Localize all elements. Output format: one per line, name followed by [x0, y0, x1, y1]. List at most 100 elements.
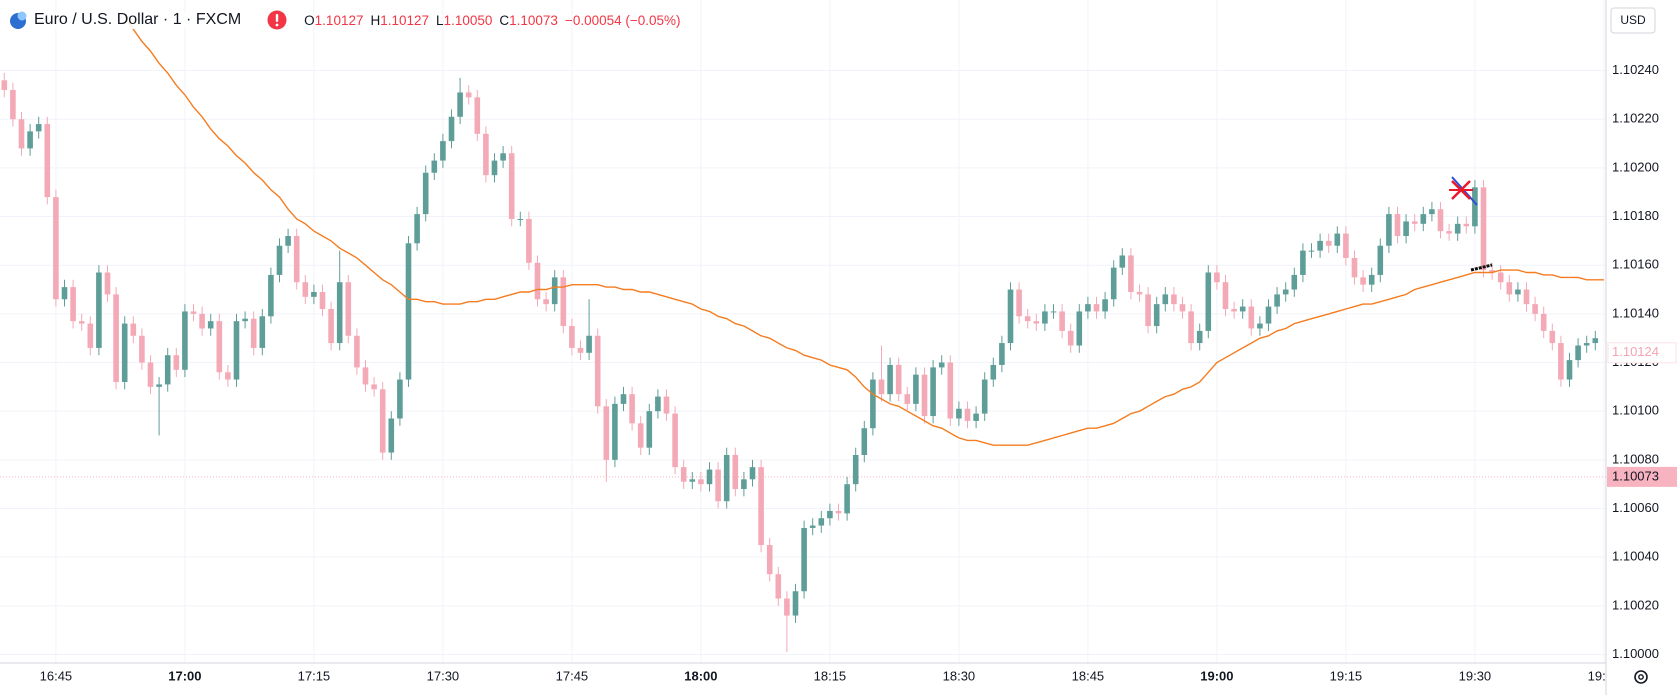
candle-body [1325, 240, 1332, 246]
legend-header: Euro / U.S. Dollar · 1 · FXCM O 1.10127 H 1… [8, 8, 681, 32]
candle-body [1128, 255, 1134, 292]
candle-body [844, 484, 850, 514]
candle-body [440, 141, 446, 161]
candle-body [345, 282, 352, 336]
candle-body [250, 318, 257, 348]
candle-body [930, 367, 936, 417]
x-tick-label: 19:15 [1330, 668, 1363, 683]
candle-body [319, 291, 326, 309]
candle-body [1515, 289, 1521, 295]
warning-icon[interactable] [267, 10, 287, 30]
candle-body [1085, 304, 1091, 312]
candle-body [1222, 282, 1229, 309]
candle-body [655, 396, 661, 412]
candle-body [586, 335, 592, 353]
candle-body [104, 272, 111, 295]
candle-body [1532, 304, 1538, 314]
candle-body [233, 321, 240, 380]
candle-body [715, 469, 721, 502]
candle-body [612, 403, 618, 460]
candle-body [190, 311, 197, 314]
candle-body [1145, 294, 1151, 327]
candle-body [293, 236, 300, 283]
candle-body [173, 355, 180, 370]
candle-body [1007, 289, 1014, 344]
candle-body [1566, 360, 1573, 380]
x-tick-label: 17:45 [556, 668, 589, 683]
candle-body [96, 272, 102, 348]
grid [0, 0, 1606, 663]
candle-body [577, 347, 584, 353]
candle-body [818, 518, 825, 526]
candle-body [1033, 321, 1040, 324]
symbol-icon [10, 11, 27, 29]
candle-body [388, 418, 395, 453]
line-drawing [1470, 263, 1493, 272]
candle-body [474, 97, 481, 134]
candle-body [792, 591, 799, 616]
candle-body [147, 362, 154, 387]
candle-body [1592, 338, 1599, 344]
gear-inner[interactable] [1638, 674, 1644, 680]
y-tick-label: 1.10240 [1612, 62, 1659, 77]
candle-body [784, 598, 790, 616]
candle-body [1334, 233, 1341, 246]
candle-body [431, 160, 438, 173]
candle-body [1248, 306, 1255, 329]
warning-dot [275, 23, 279, 27]
candle-body [1472, 187, 1478, 227]
candle-body [156, 384, 162, 387]
candle-body [990, 364, 997, 380]
candle-body [672, 413, 678, 468]
candle-body [1162, 294, 1169, 305]
candle-body [1446, 231, 1452, 234]
candle-body [18, 119, 25, 149]
candle-body [1377, 245, 1384, 275]
settings-icon[interactable] [1634, 670, 1648, 684]
candle-body [1110, 267, 1117, 300]
y-tick-label: 1.10000 [1612, 646, 1659, 661]
candle-body [775, 574, 782, 599]
x-tick-label: 17:15 [298, 668, 331, 683]
candle-body [801, 527, 807, 592]
candle-body [758, 467, 764, 545]
candle-body [646, 411, 653, 448]
candle-body [379, 389, 386, 453]
candle-body [371, 384, 377, 390]
candle-body [973, 413, 979, 421]
currency-button[interactable] [1610, 7, 1656, 34]
candle-body [302, 282, 309, 297]
y-tick-label: 1.10100 [1612, 403, 1659, 418]
ohlc-value: 1.10073 [509, 12, 558, 28]
candle-body [895, 364, 902, 395]
y-tick-label: 1.10160 [1612, 257, 1659, 272]
y-tick-label: 1.10200 [1612, 159, 1659, 174]
candle-body [44, 124, 51, 198]
y-tick-label: 1.10220 [1612, 111, 1659, 126]
candle-body [1153, 304, 1160, 327]
candle-body [508, 153, 515, 219]
candle-body [956, 408, 962, 419]
symbol-title[interactable]: Euro / U.S. Dollar · 1 · FXCM [34, 11, 246, 29]
candle-body [999, 343, 1005, 365]
candle-body [629, 394, 635, 424]
candle-body [938, 362, 945, 368]
candle-body [10, 90, 16, 120]
candle-body [1497, 272, 1504, 283]
candle-body [1368, 274, 1375, 285]
candle-body [1351, 257, 1358, 278]
candle-body [362, 367, 369, 385]
gear-outer[interactable] [1634, 670, 1648, 684]
ohlc-value: 1.10127 [314, 12, 364, 28]
candle-body [405, 243, 412, 380]
candle-body [1549, 330, 1556, 344]
candle-body [1411, 221, 1418, 224]
candle-body [1558, 343, 1564, 380]
currency-label[interactable]: USD [1620, 13, 1646, 27]
candle-body [1308, 250, 1315, 252]
candle-body [1506, 282, 1513, 295]
candle-body [1523, 289, 1530, 305]
candle-body [1420, 214, 1427, 224]
candle-body [1403, 221, 1409, 237]
candle-body [1360, 277, 1366, 285]
